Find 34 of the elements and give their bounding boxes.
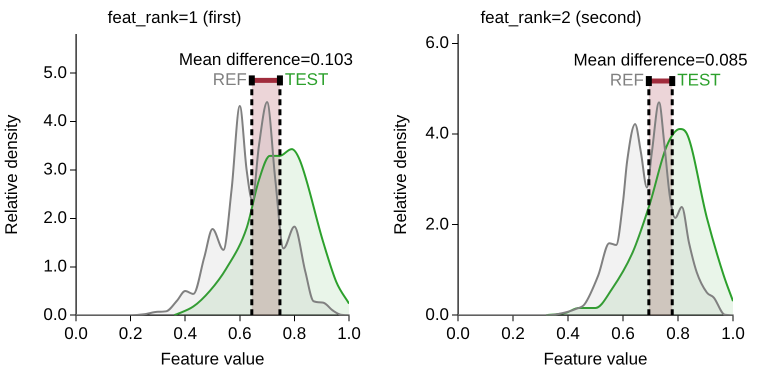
chart-title: feat_rank=2 (second) [480, 8, 642, 27]
chart-title: feat_rank=1 (first) [108, 8, 242, 27]
x-tick-label: 0.8 [666, 324, 690, 344]
y-tick-label: 2.0 [43, 208, 67, 228]
annotation: REF [610, 70, 644, 90]
y-tick-label: 4.0 [43, 111, 67, 130]
x-tick-label: 0.4 [173, 324, 198, 344]
x-axis-title: Feature value [544, 349, 648, 368]
y-axis-title: Relative density [390, 114, 410, 235]
y-tick-label: 0.0 [43, 304, 67, 324]
x-tick-label: 0.6 [228, 324, 252, 344]
x-tick-label: 0.0 [64, 324, 88, 344]
y-tick-label: 6.0 [425, 33, 449, 52]
annotation: Mean difference=0.103 [178, 50, 353, 70]
x-tick-label: 0.6 [611, 324, 635, 344]
x-tick-label: 0.0 [446, 324, 470, 344]
y-tick-label: 0.0 [425, 304, 449, 324]
x-tick-label: 0.2 [501, 324, 525, 344]
x-tick-label: 1.0 [721, 324, 745, 344]
y-axis-title: Relative density [2, 114, 21, 235]
y-tick-label: 4.0 [425, 124, 449, 143]
y-tick-label: 5.0 [43, 62, 67, 82]
x-tick-label: 0.2 [118, 324, 142, 344]
x-axis-title: Feature value [160, 349, 264, 368]
annotation: TEST [284, 70, 328, 90]
annotation: Mean difference=0.085 [574, 50, 748, 70]
y-tick-label: 2.0 [425, 214, 449, 234]
annotation: TEST [677, 70, 721, 90]
y-tick-label: 1.0 [43, 256, 67, 276]
annotation: REF [212, 70, 247, 90]
x-tick-label: 1.0 [337, 324, 361, 344]
x-tick-label: 0.8 [282, 324, 306, 344]
x-tick-label: 0.4 [556, 324, 580, 344]
y-tick-label: 3.0 [43, 160, 67, 179]
